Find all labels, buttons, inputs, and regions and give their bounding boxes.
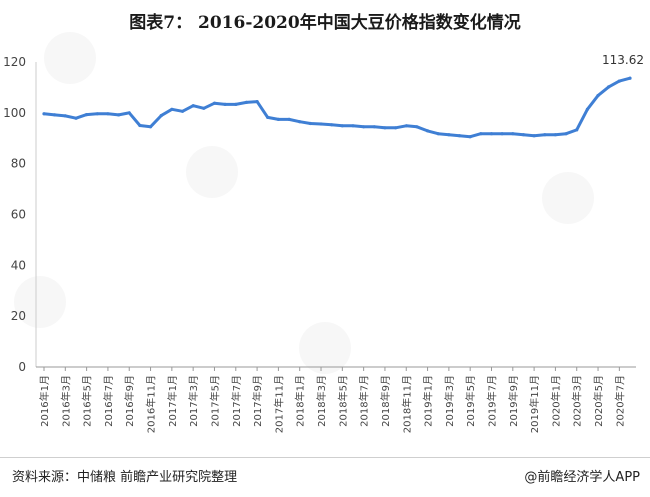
y-tick-label: 60 (11, 208, 26, 222)
data-point (202, 106, 206, 110)
data-point (628, 76, 632, 80)
data-point (351, 124, 355, 128)
data-point (159, 114, 163, 118)
x-tick-label: 2018年3月 (315, 375, 328, 427)
chart-title: 图表7： 2016-2020年中国大豆价格指数变化情况 (129, 13, 521, 33)
data-point (244, 100, 248, 104)
footer: 资料来源：中储粮 前瞻产业研究院整理 @前瞻经济学人APP (0, 457, 650, 497)
x-tick-label: 2020年5月 (592, 375, 605, 427)
data-point (138, 123, 142, 128)
data-point (521, 133, 526, 137)
data-point (180, 109, 185, 113)
x-tick-label: 2020年7月 (613, 375, 626, 427)
data-point (468, 135, 472, 139)
data-point (266, 115, 270, 119)
data-point (575, 128, 579, 132)
data-point (234, 102, 238, 106)
x-tick-label: 2016年3月 (59, 375, 72, 427)
y-tick-label: 100 (3, 106, 26, 120)
data-point (607, 85, 611, 89)
brand-credit: @前瞻经济学人APP (524, 470, 640, 485)
data-point (95, 112, 99, 116)
data-point (170, 107, 174, 111)
data-point (383, 126, 387, 130)
data-point (340, 124, 344, 128)
data-point (426, 129, 430, 133)
data-point (127, 111, 131, 115)
data-point (362, 125, 366, 129)
data-point (106, 112, 110, 116)
y-tick-label: 120 (3, 55, 26, 69)
x-tick-label: 2019年11月 (528, 375, 541, 433)
x-tick-label: 2018年5月 (336, 375, 349, 427)
data-point (42, 112, 46, 116)
data-point (308, 121, 312, 126)
x-tick-label: 2019年7月 (485, 375, 498, 427)
y-tick-label: 40 (11, 258, 26, 272)
x-tick-label: 2019年5月 (464, 375, 477, 427)
x-tick-label: 2018年1月 (294, 375, 307, 427)
data-point (53, 113, 57, 117)
data-point (564, 132, 568, 136)
x-tick-label: 2016年7月 (102, 375, 115, 427)
data-point (457, 134, 462, 138)
x-tick-label: 2019年9月 (507, 375, 520, 427)
data-label: 113.62 (602, 53, 644, 67)
x-tick-label: 2016年11月 (145, 375, 158, 433)
x-tick-label: 2017年5月 (208, 375, 221, 427)
x-tick-label: 2017年1月 (166, 375, 179, 427)
x-tick-label: 2018年7月 (358, 375, 371, 427)
watermark (14, 32, 594, 374)
series-line (42, 76, 632, 139)
data-point (223, 102, 227, 106)
data-point (489, 132, 494, 136)
y-tick-label: 80 (11, 157, 26, 171)
x-tick-label: 2017年9月 (251, 375, 264, 427)
data-point (287, 117, 291, 121)
data-point (479, 132, 483, 136)
data-point (617, 79, 621, 83)
data-point (298, 120, 302, 124)
data-point (212, 101, 217, 105)
data-point (415, 125, 419, 129)
x-tick-label: 2018年9月 (379, 375, 392, 427)
x-tick-label: 2020年1月 (549, 375, 562, 427)
x-tick-label: 2017年3月 (187, 375, 200, 427)
x-tick-label: 2016年9月 (123, 375, 136, 427)
line-chart: 0 20 40 60 80 100 120 2016年1月 2016年3月 2016年5月 201… (3, 32, 644, 434)
data-point (404, 124, 408, 128)
data-point (532, 134, 536, 138)
data-point (276, 117, 280, 121)
data-point (148, 125, 153, 129)
y-tick-label: 20 (11, 309, 26, 323)
x-tick-label: 2017年7月 (230, 375, 243, 427)
data-point (319, 122, 323, 126)
x-tick-label: 2016年5月 (81, 375, 94, 427)
data-point (511, 132, 515, 136)
data-point (596, 94, 600, 98)
data-point (394, 126, 398, 130)
x-tick-label: 2019年1月 (422, 375, 435, 427)
source-note: 资料来源：中储粮 前瞻产业研究院整理 (12, 470, 238, 485)
x-tick-label: 2016年1月 (38, 375, 51, 427)
data-point (191, 104, 195, 108)
data-point (447, 133, 451, 137)
data-point (436, 132, 440, 136)
data-point (500, 132, 504, 136)
data-point (372, 125, 376, 129)
data-point (543, 133, 547, 137)
data-point (74, 116, 78, 120)
data-point (255, 100, 259, 104)
y-tick-label: 0 (18, 360, 26, 374)
data-point (585, 107, 590, 111)
x-tick-label: 2019年3月 (443, 375, 456, 427)
x-tick-label: 2020年3月 (571, 375, 584, 427)
data-point (553, 133, 558, 137)
data-point (117, 113, 121, 117)
data-point (330, 123, 334, 127)
data-point (85, 113, 89, 117)
data-point (63, 114, 67, 118)
x-tick-label: 2017年11月 (272, 375, 285, 433)
x-tick-label: 2018年11月 (400, 375, 413, 433)
